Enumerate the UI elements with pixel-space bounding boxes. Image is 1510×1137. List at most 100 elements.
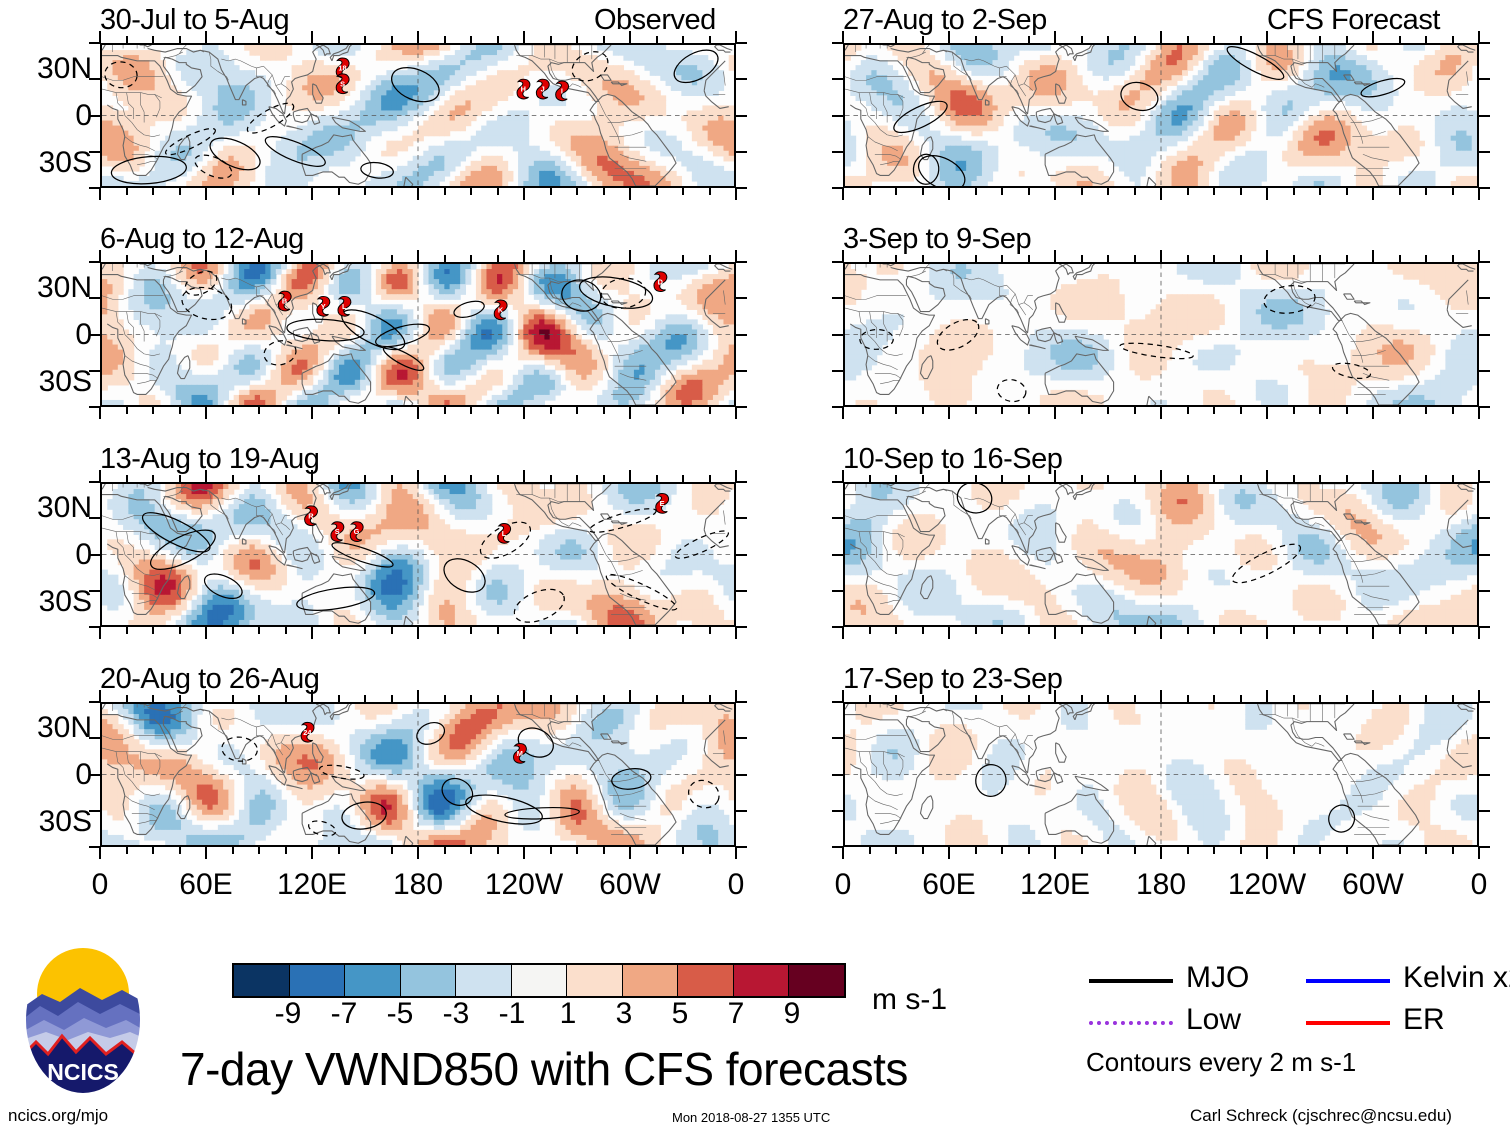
axis-tick (364, 475, 366, 482)
storm-label: L (502, 529, 507, 538)
axis-tick (337, 36, 340, 43)
y-tick-30s-row4: 30S (38, 805, 92, 838)
axis-tick (89, 297, 100, 300)
colorbar-swatch-1 (289, 965, 345, 996)
axis-tick (832, 187, 843, 189)
colorbar-tick-0: -9 (274, 997, 302, 1030)
axis-tick (1319, 627, 1321, 634)
axis-tick (496, 407, 499, 414)
axis-tick (842, 627, 844, 639)
axis-tick (602, 407, 605, 414)
coastlines (102, 704, 733, 845)
reference-gridlines (845, 264, 1477, 405)
axis-tick (337, 475, 340, 482)
panel-title-7: 20-Aug to 26-Aug (100, 663, 320, 695)
axis-tick (1160, 847, 1162, 859)
axis-tick (602, 188, 605, 195)
axis-tick (89, 626, 100, 628)
axis-tick (1054, 407, 1056, 419)
axis-tick (868, 36, 871, 43)
axis-tick (868, 407, 871, 414)
axis-tick (629, 847, 631, 859)
axis-tick (974, 407, 977, 414)
axis-tick (523, 188, 525, 200)
axis-tick (417, 470, 419, 482)
axis-tick (470, 695, 472, 702)
axis-tick (231, 188, 234, 195)
storm-symbol-B: B (277, 290, 292, 312)
map-panel-7[interactable]: 24 M (100, 702, 736, 847)
axis-tick (708, 847, 711, 854)
storm-symbol-L: L (497, 522, 512, 544)
axis-tick (390, 475, 393, 482)
axis-tick (470, 475, 472, 482)
map-panel-2[interactable] (843, 43, 1479, 188)
map-panel-4[interactable] (843, 262, 1479, 407)
axis-tick (1478, 627, 1480, 639)
axis-tick (231, 627, 234, 634)
axis-tick (231, 847, 234, 854)
axis-tick (629, 470, 631, 482)
anomaly-field (845, 484, 1477, 625)
mjo-contours (859, 285, 1372, 403)
axis-tick (1292, 255, 1295, 262)
axis-tick (1479, 701, 1490, 703)
axis-tick (735, 188, 737, 200)
storm-label: G (354, 527, 360, 536)
axis-tick (549, 255, 552, 262)
axis-tick (284, 255, 287, 262)
storm-symbols: 18 S H J I (335, 57, 569, 102)
y-tick-0-row2: 0 (75, 318, 92, 351)
axis-tick (258, 847, 260, 854)
axis-tick (1186, 627, 1189, 634)
map-panel-1[interactable]: 18 S H J I (100, 43, 736, 188)
axis-tick (1345, 36, 1348, 43)
colorbar[interactable] (232, 963, 846, 998)
storm-label: L (342, 302, 347, 311)
axis-tick (735, 407, 737, 419)
map-panel-6[interactable] (843, 482, 1479, 627)
map-panel-3[interactable]: B Y L K D (100, 262, 736, 407)
axis-tick (735, 31, 737, 43)
axis-tick (496, 255, 499, 262)
axis-tick (655, 475, 658, 482)
axis-tick (1319, 475, 1321, 482)
axis-tick (549, 847, 552, 854)
axis-tick (1266, 627, 1268, 639)
storm-label: D (658, 277, 664, 286)
axis-tick (948, 847, 950, 859)
axis-tick (390, 695, 393, 702)
map-panel-8[interactable] (843, 702, 1479, 847)
axis-tick (629, 250, 631, 262)
axis-tick (682, 847, 684, 854)
axis-tick (736, 42, 747, 44)
axis-tick (655, 695, 658, 702)
axis-tick (921, 407, 924, 414)
storm-symbol-G: G (349, 521, 364, 542)
axis-tick (125, 255, 128, 262)
y-tick-0-row1: 0 (75, 99, 92, 132)
axis-tick (311, 250, 313, 262)
x-tick-1-2: 120E (1019, 868, 1091, 901)
axis-tick (736, 481, 747, 483)
x-tick-0-1: 60E (179, 868, 233, 901)
axis-tick (1239, 188, 1242, 195)
storm-symbol-24: 24 (300, 721, 315, 743)
axis-tick (178, 36, 181, 43)
axis-tick (1451, 695, 1454, 702)
axis-tick (364, 255, 366, 262)
axis-tick (284, 627, 287, 634)
axis-tick (470, 847, 472, 854)
axis-tick (1478, 847, 1480, 859)
axis-tick (1054, 188, 1056, 200)
axis-tick (1186, 847, 1189, 854)
axis-tick (417, 407, 419, 419)
axis-tick (708, 188, 711, 195)
axis-tick (832, 297, 843, 300)
axis-tick (1213, 188, 1215, 195)
colorbar-tick-4: -1 (498, 997, 526, 1030)
axis-tick (832, 333, 843, 336)
footer-site-link[interactable]: ncics.org/mjo (8, 1106, 109, 1125)
map-panel-5[interactable]: R S G L E (100, 482, 736, 627)
axis-tick (1479, 114, 1490, 117)
